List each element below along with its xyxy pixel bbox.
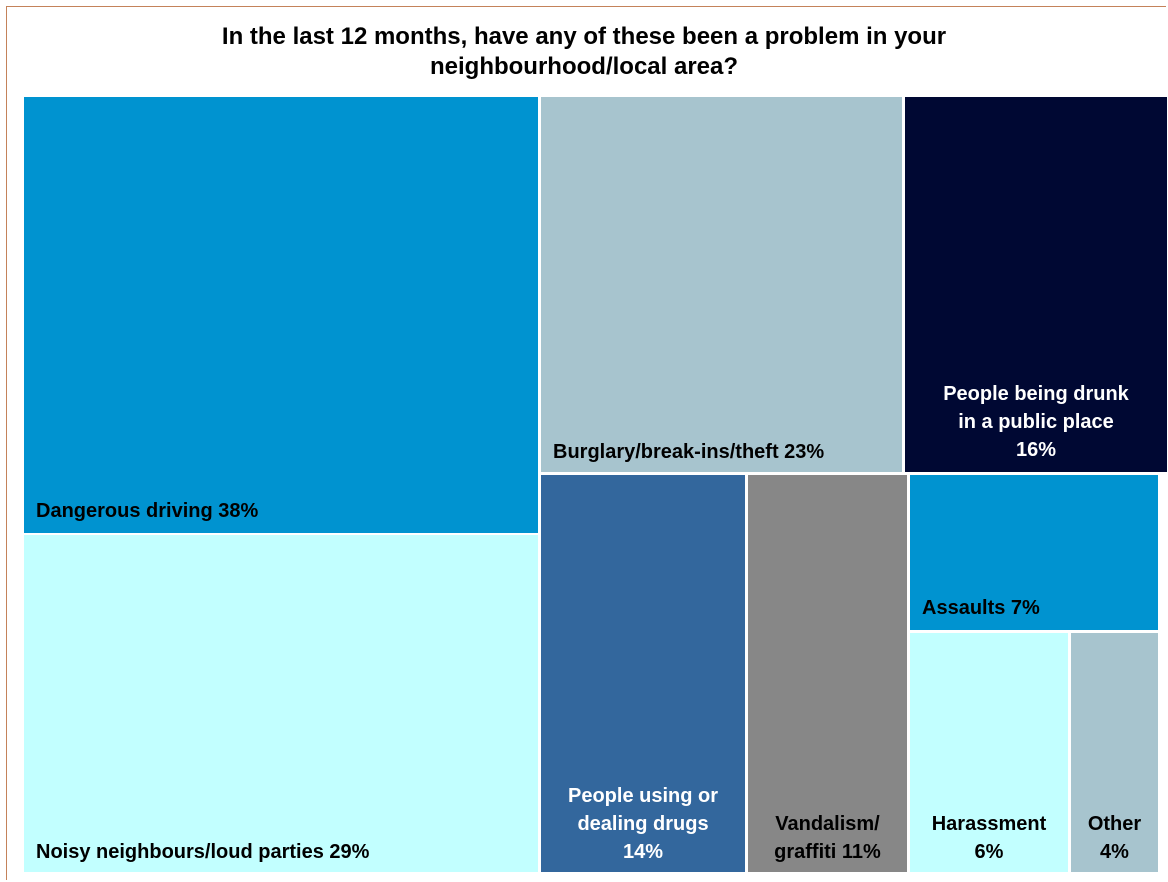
treemap-tile-label: Harassment 6% xyxy=(910,810,1068,866)
treemap-tile-8: Other 4% xyxy=(1071,633,1158,872)
treemap-tile-label: People being drunk in a public place 16% xyxy=(905,380,1167,464)
chart-title-line-2: neighbourhood/local area? xyxy=(0,52,1168,82)
chart-title: In the last 12 months, have any of these… xyxy=(0,22,1168,82)
treemap-tile-label-line: Vandalism/ xyxy=(748,810,907,838)
treemap-tile-label-line: Burglary/break-ins/theft 23% xyxy=(553,438,902,466)
treemap-tile-label-line: 6% xyxy=(910,838,1068,866)
treemap-tile-label: People using or dealing drugs 14% xyxy=(541,782,745,866)
treemap-tile-label-line: People being drunk xyxy=(905,380,1167,408)
treemap-tile-label-line: 16% xyxy=(905,436,1167,464)
treemap-tile-label: Other 4% xyxy=(1071,810,1158,866)
treemap-tile-label-line: Dangerous driving 38% xyxy=(36,497,538,525)
treemap-tile-3: People being drunk in a public place 16% xyxy=(905,97,1167,472)
treemap-tile-label-line: People using or xyxy=(541,782,745,810)
treemap-tile-label-line: Noisy neighbours/loud parties 29% xyxy=(36,838,538,866)
treemap-tile-4: People using or dealing drugs 14% xyxy=(541,475,745,872)
treemap-tile-7: Harassment 6% xyxy=(910,633,1068,872)
treemap-tile-label: Assaults 7% xyxy=(922,594,1158,622)
treemap-tile-label-line: 14% xyxy=(541,838,745,866)
treemap-tile-label-line: Harassment xyxy=(910,810,1068,838)
treemap-tile-label-line: in a public place xyxy=(905,408,1167,436)
treemap-tile-label-line: Assaults 7% xyxy=(922,594,1158,622)
treemap-tile-label: Vandalism/graffiti 11% xyxy=(748,810,907,866)
treemap-tile-label: Dangerous driving 38% xyxy=(36,497,538,525)
treemap-tile-label-line: dealing drugs xyxy=(541,810,745,838)
chart-title-line-1: In the last 12 months, have any of these… xyxy=(0,22,1168,52)
treemap-tile-5: Vandalism/graffiti 11% xyxy=(748,475,907,872)
treemap-tile-1: Noisy neighbours/loud parties 29% xyxy=(24,535,538,872)
treemap-tile-label-line: Other xyxy=(1071,810,1158,838)
treemap-tile-2: Burglary/break-ins/theft 23% xyxy=(541,97,902,472)
treemap-tile-label-line: 4% xyxy=(1071,838,1158,866)
treemap-tile-label-line: graffiti 11% xyxy=(748,838,907,866)
treemap-tile-label: Noisy neighbours/loud parties 29% xyxy=(36,838,538,866)
treemap-tile-0: Dangerous driving 38% xyxy=(24,97,538,533)
treemap-tile-label: Burglary/break-ins/theft 23% xyxy=(553,438,902,466)
treemap-tile-6: Assaults 7% xyxy=(910,475,1158,630)
